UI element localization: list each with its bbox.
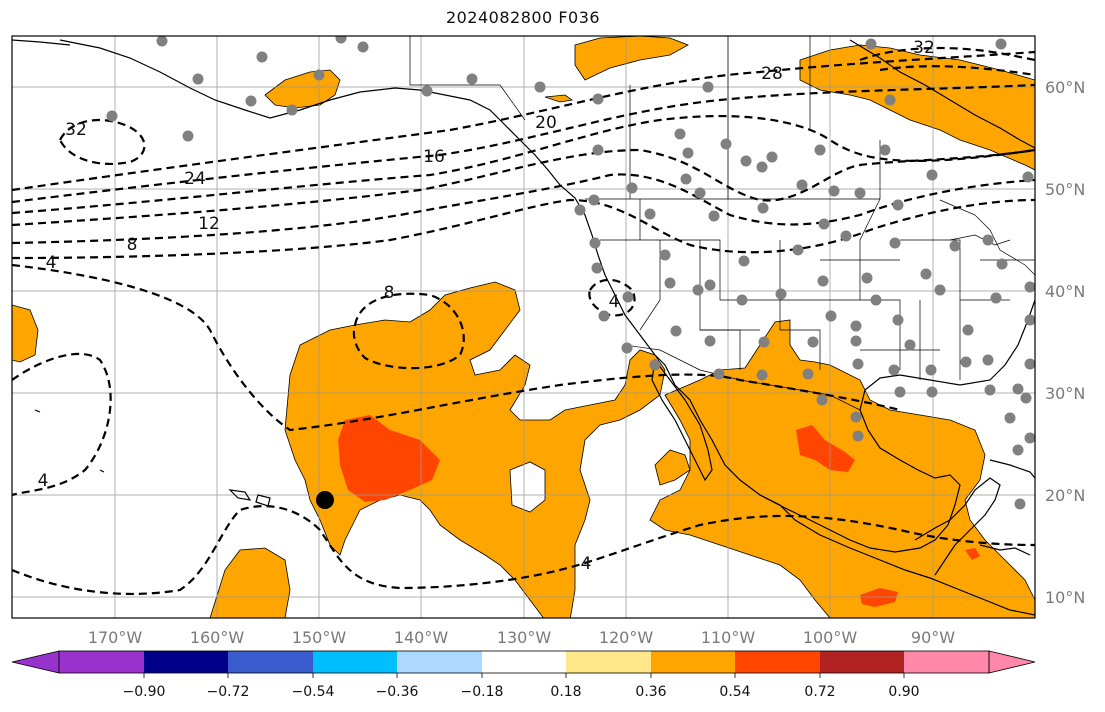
contour-label: 32	[65, 120, 87, 140]
colorbar-tick: −0.54	[292, 684, 335, 700]
colorbar-extend-low	[11, 650, 60, 674]
lon-label: 160°W	[190, 628, 245, 647]
colorbar-segment	[904, 651, 989, 673]
colorbar-tick: 0.72	[804, 684, 835, 700]
lat-label: 30°N	[1045, 384, 1085, 403]
lon-label: 100°W	[803, 628, 858, 647]
lat-label: 10°N	[1045, 588, 1085, 607]
map-frame	[11, 35, 1036, 619]
colorbar-segment	[228, 651, 313, 673]
contour-label: 4	[609, 292, 620, 312]
contour-label: 8	[127, 235, 138, 255]
contour-label: 12	[198, 214, 220, 234]
colorbar-segment	[59, 651, 144, 673]
colorbar: −0.90 −0.72 −0.54 −0.36 −0.18 0.18 0.36 …	[11, 650, 1036, 700]
colorbar-tick: −0.36	[376, 684, 419, 700]
lat-label: 40°N	[1045, 282, 1085, 301]
contour-label: 4	[581, 554, 592, 574]
lon-label: 170°W	[88, 628, 143, 647]
contour-label: 4	[46, 253, 57, 273]
contour-label: 4	[38, 471, 49, 491]
contour-label: 8	[384, 283, 395, 303]
colorbar-segment	[651, 651, 735, 673]
colorbar-tick: 0.36	[635, 684, 666, 700]
coastlines	[12, 39, 1035, 616]
lon-label: 150°W	[292, 628, 347, 647]
lat-label: 60°N	[1045, 78, 1085, 97]
contour-labels: 32 28 32 20 24 16 12 8 4 8 4 4 4	[38, 38, 935, 574]
colorbar-tick: 0.18	[550, 684, 581, 700]
colorbar-tick: 0.90	[888, 684, 919, 700]
lat-label: 50°N	[1045, 180, 1085, 199]
lon-label: 90°W	[911, 628, 955, 647]
contour-label: 20	[535, 113, 557, 133]
graticule	[12, 36, 1035, 618]
station-dots	[106, 36, 1035, 510]
positive-field-red	[338, 415, 980, 607]
contour-label: 28	[761, 64, 783, 84]
latitude-labels: 60°N 50°N 40°N 30°N 20°N 10°N	[1045, 78, 1085, 607]
colorbar-segment	[820, 651, 904, 673]
colorbar-segment	[144, 651, 228, 673]
colorbar-segment	[566, 651, 651, 673]
storm-center-marker	[316, 491, 334, 509]
lon-label: 120°W	[599, 628, 654, 647]
height-contours	[12, 46, 1035, 596]
lon-label: 110°W	[701, 628, 756, 647]
colorbar-tick: −0.18	[461, 684, 504, 700]
contour-label: 32	[913, 38, 935, 58]
lon-label: 140°W	[394, 628, 449, 647]
colorbar-segment	[397, 651, 482, 673]
colorbar-segment	[482, 651, 566, 673]
colorbar-tick: −0.72	[207, 684, 250, 700]
colorbar-segment	[313, 651, 397, 673]
colorbar-segment	[735, 651, 820, 673]
contour-label: 16	[423, 147, 445, 167]
lat-label: 20°N	[1045, 486, 1085, 505]
longitude-labels: 170°W 160°W 150°W 140°W 130°W 120°W 110°…	[88, 628, 955, 647]
map-title: 2024082800 F036	[445, 8, 601, 27]
colorbar-tick: −0.90	[123, 684, 166, 700]
colorbar-tick: 0.54	[719, 684, 750, 700]
colorbar-extend-high	[988, 650, 1036, 674]
political-borders	[409, 36, 1035, 411]
lon-label: 130°W	[497, 628, 552, 647]
contour-label: 24	[184, 169, 206, 189]
